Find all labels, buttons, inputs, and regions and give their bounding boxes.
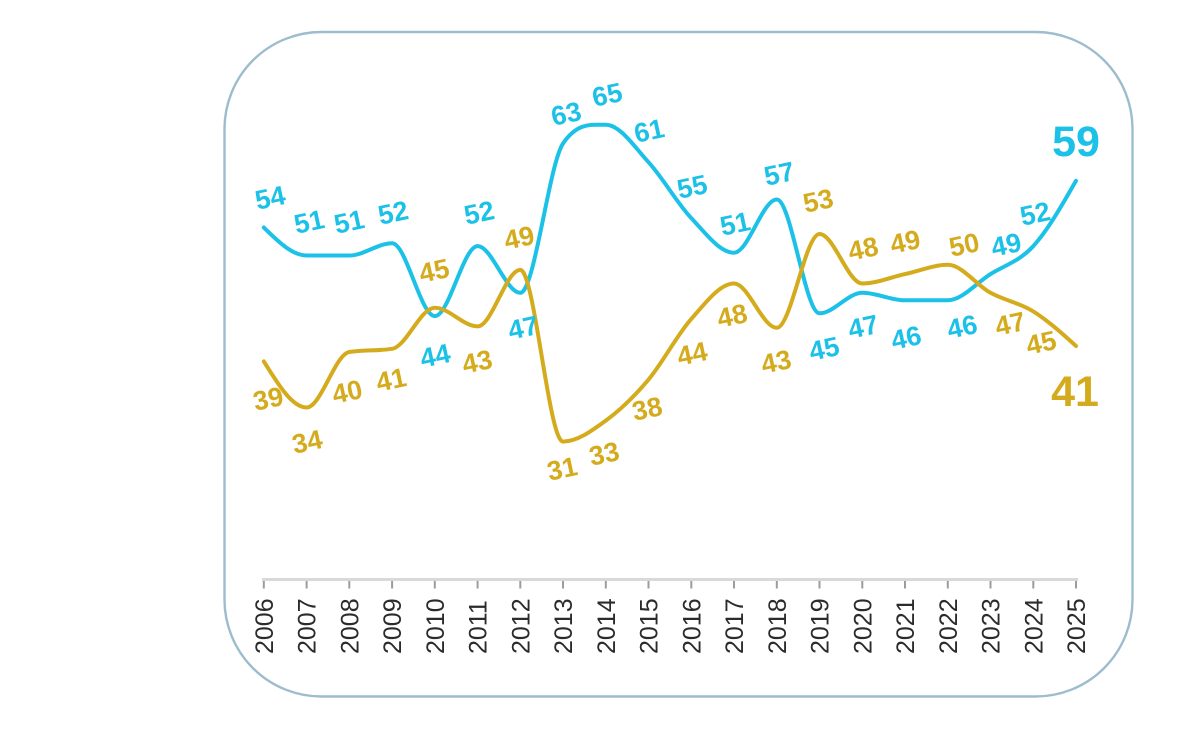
svg-text:2022: 2022 [935, 598, 963, 654]
svg-text:45: 45 [416, 253, 452, 289]
svg-text:49: 49 [988, 227, 1024, 263]
svg-text:2023: 2023 [978, 598, 1006, 654]
svg-text:45: 45 [1023, 325, 1059, 361]
svg-text:2007: 2007 [294, 598, 322, 654]
svg-text:47: 47 [845, 309, 881, 345]
svg-text:48: 48 [845, 231, 881, 267]
svg-text:55: 55 [674, 169, 710, 205]
svg-text:2016: 2016 [678, 598, 706, 654]
svg-text:2014: 2014 [593, 598, 621, 654]
svg-text:2009: 2009 [379, 598, 407, 654]
svg-text:52: 52 [461, 195, 497, 231]
svg-text:54: 54 [252, 180, 288, 216]
svg-text:49: 49 [887, 224, 923, 260]
svg-text:2015: 2015 [636, 598, 664, 654]
svg-text:48: 48 [714, 298, 750, 334]
svg-text:43: 43 [758, 344, 794, 380]
svg-text:2021: 2021 [892, 598, 920, 654]
svg-text:2024: 2024 [1020, 598, 1048, 654]
svg-text:2012: 2012 [507, 598, 535, 654]
svg-text:43: 43 [459, 344, 495, 380]
svg-text:51: 51 [331, 204, 367, 240]
svg-text:40: 40 [329, 374, 365, 410]
svg-text:2017: 2017 [721, 598, 749, 654]
svg-text:50: 50 [946, 227, 982, 263]
svg-text:45: 45 [806, 331, 842, 367]
svg-text:38: 38 [629, 391, 665, 427]
svg-text:39: 39 [250, 381, 286, 417]
svg-text:52: 52 [1017, 196, 1053, 232]
svg-text:2008: 2008 [336, 598, 364, 654]
svg-text:47: 47 [505, 310, 541, 346]
svg-text:2011: 2011 [465, 600, 493, 654]
svg-text:46: 46 [944, 309, 980, 345]
svg-text:2025: 2025 [1063, 598, 1091, 654]
svg-text:2013: 2013 [550, 598, 578, 654]
svg-text:51: 51 [717, 206, 753, 242]
svg-text:44: 44 [417, 338, 453, 374]
svg-text:2020: 2020 [849, 598, 877, 654]
svg-text:31: 31 [544, 451, 580, 487]
svg-text:49: 49 [501, 220, 537, 256]
svg-text:2018: 2018 [764, 598, 792, 654]
svg-text:47: 47 [992, 306, 1028, 342]
svg-text:2019: 2019 [807, 598, 835, 654]
svg-text:2010: 2010 [422, 598, 450, 654]
svg-text:59: 59 [1052, 118, 1100, 166]
svg-text:44: 44 [674, 336, 710, 372]
svg-text:51: 51 [291, 204, 327, 240]
svg-text:57: 57 [761, 156, 797, 192]
svg-text:52: 52 [375, 195, 411, 231]
svg-text:34: 34 [289, 424, 325, 460]
svg-text:33: 33 [586, 436, 622, 472]
svg-text:53: 53 [800, 183, 836, 219]
svg-text:2006: 2006 [251, 598, 279, 654]
svg-text:41: 41 [1051, 368, 1099, 416]
svg-text:65: 65 [589, 77, 625, 113]
svg-text:46: 46 [888, 320, 924, 356]
svg-text:61: 61 [631, 113, 667, 149]
svg-text:63: 63 [548, 96, 584, 132]
svg-text:41: 41 [373, 362, 409, 398]
